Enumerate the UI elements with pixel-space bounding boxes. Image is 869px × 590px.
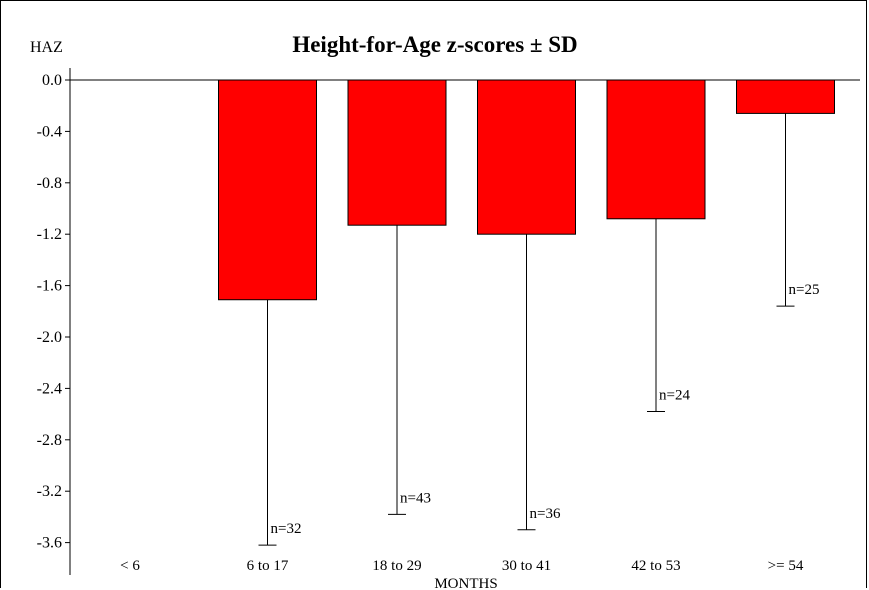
bar [736, 79, 835, 114]
n-label: n=43 [400, 490, 431, 506]
y-tick-label: 0.0 [42, 72, 62, 89]
y-tick-label: -0.4 [37, 123, 62, 140]
plot-area: 0.0 -0.4 -0.8 -1.2 -1.6 -2.0 -2.4 -2.8 -3.2 -3.6 <… [37, 68, 860, 575]
y-tick-label: -1.2 [37, 226, 62, 243]
x-tick-label: 30 to 41 [502, 558, 551, 574]
n-label: n=24 [659, 388, 690, 404]
bar [218, 79, 317, 301]
n-label: n=25 [789, 282, 820, 298]
bar [606, 79, 706, 220]
y-tick-label: -2.4 [37, 380, 62, 397]
y-tick-label: -0.8 [37, 175, 62, 192]
y-tick-label: -3.6 [37, 535, 62, 552]
y-tick-label: -1.6 [37, 278, 62, 295]
bar [477, 79, 576, 235]
x-tick-label: < 6 [120, 558, 140, 574]
y-axis-label: HAZ [30, 39, 63, 56]
n-label: n=32 [271, 521, 302, 537]
x-tick-label: 6 to 17 [247, 558, 289, 574]
bar [347, 79, 447, 226]
n-label: n=36 [530, 506, 561, 522]
y-tick-label: -2.8 [37, 432, 62, 449]
x-tick-label: >= 54 [768, 558, 804, 574]
x-axis-label: MONTHS [434, 576, 497, 590]
chart-title: Height-for-Age z-scores ± SD [292, 32, 577, 57]
y-tick-label: -2.0 [37, 329, 62, 346]
x-tick-label: 42 to 53 [631, 558, 680, 574]
y-tick-label: -3.2 [37, 483, 62, 500]
x-tick-label: 18 to 29 [372, 558, 421, 574]
